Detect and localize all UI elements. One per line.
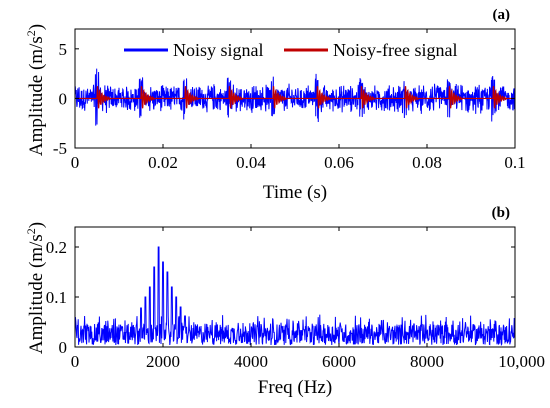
- a-x-tick-label: 0.02: [148, 153, 178, 172]
- b-x-tick-label: 0: [71, 352, 80, 371]
- a-x-tick-label: 0.06: [324, 153, 354, 172]
- panel-a-x-axis-label: Time (s): [263, 182, 327, 203]
- a-y-tick-label: 5: [59, 40, 68, 59]
- panel-a-axes-frame: [74, 28, 516, 149]
- a-x-tick-label: 0.1: [504, 153, 525, 172]
- panel-a: 0 0.02 0.04 0.06 0.08 0.1-505 (a) Time (s) Am…: [24, 7, 526, 203]
- noisy-signal-line: [74, 68, 516, 126]
- b-y-tick-label: 0: [59, 338, 68, 357]
- panel-a-y-axis-label: Amplitude (m/s2): [24, 24, 47, 156]
- spectrum-line: [74, 246, 516, 347]
- b-x-tick-label: 2000: [146, 352, 180, 371]
- b-x-tick-label: 8000: [410, 352, 444, 371]
- b-y-tick-label: 0.2: [46, 238, 67, 257]
- noise-free-signal-line: [75, 86, 515, 109]
- b-y-tick-label: 0.1: [46, 288, 67, 307]
- panel-b: 0 2000 4000 6000 8000 10,000 0 0.1 0.2 (b) Freq …: [24, 205, 545, 398]
- a-y-tick-label: 0: [59, 89, 68, 108]
- b-x-tick-label: 4000: [234, 352, 268, 371]
- panel-b-plot-area: [74, 246, 516, 347]
- panel-a-tag: (a): [493, 7, 511, 23]
- panel-b-axes-frame: [74, 226, 516, 348]
- a-y-tick-label: -5: [53, 139, 67, 158]
- panel-b-y-axis-label: Amplitude (m/s2): [24, 222, 47, 354]
- panel-a-ticks: 0 0.02 0.04 0.06 0.08 0.1-505: [53, 29, 526, 172]
- panel-a-plot-area: [74, 68, 516, 126]
- panel-b-x-axis-label: Freq (Hz): [258, 377, 332, 398]
- a-x-tick-label: 0.04: [236, 153, 266, 172]
- panel-b-tag: (b): [492, 205, 510, 221]
- a-x-tick-label: 0: [71, 153, 80, 172]
- b-x-tick-label: 6000: [322, 352, 356, 371]
- panel-b-ticks: 0 2000 4000 6000 8000 10,000 0 0.1 0.2: [46, 227, 545, 371]
- a-x-tick-label: 0.08: [412, 153, 442, 172]
- panel-a-legend: Noisy signal Noisy-free signal: [124, 40, 457, 60]
- legend-noisy-label: Noisy signal: [173, 40, 264, 60]
- b-x-tick-label: 10,000: [498, 352, 545, 371]
- legend-noise-free-label: Noisy-free signal: [333, 40, 457, 60]
